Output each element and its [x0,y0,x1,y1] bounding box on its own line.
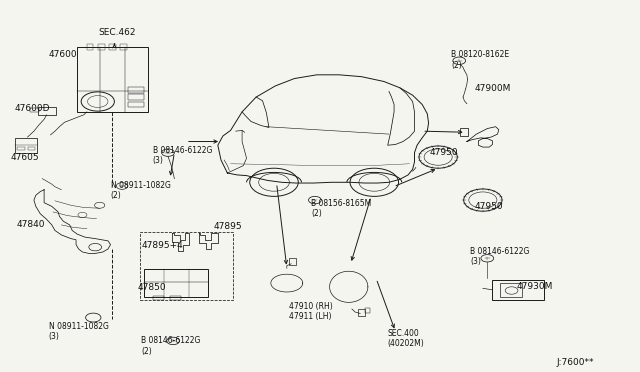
Text: 47910 (RH)
47911 (LH): 47910 (RH) 47911 (LH) [289,302,333,321]
Text: 47895: 47895 [213,221,242,231]
Text: B 08146-6122G
(2): B 08146-6122G (2) [141,336,200,356]
Bar [120,44,127,49]
Text: 47895+4: 47895+4 [141,241,183,250]
Bar [140,232,232,300]
Bar [109,44,116,49]
Bar [38,107,56,115]
Bar [145,269,208,297]
Bar [461,128,468,136]
Bar [129,87,145,93]
Bar [153,296,164,300]
Text: SEC.400
(40202M): SEC.400 (40202M) [387,329,424,349]
Text: 47605: 47605 [10,153,39,161]
Bar [170,296,181,300]
Bar [15,138,37,153]
Text: B 08146-6122G
(3): B 08146-6122G (3) [153,146,212,165]
Bar [87,44,93,49]
Bar [500,283,522,297]
Text: 47930M: 47930M [516,282,553,291]
Text: 47840: 47840 [17,221,45,230]
Bar [30,108,39,112]
Text: N 08911-1082G
(3): N 08911-1082G (3) [49,321,108,341]
Text: 47600: 47600 [49,50,77,59]
Text: SEC.462: SEC.462 [99,28,136,37]
Text: 47600D: 47600D [15,104,51,113]
Bar [77,47,148,112]
Bar [17,147,25,150]
Bar [492,280,543,300]
Bar [99,44,105,49]
Text: B 08120-8162E
(2): B 08120-8162E (2) [451,50,509,70]
Text: 47900M: 47900M [474,84,511,93]
Text: J:7600**: J:7600** [556,357,594,366]
Text: 47950: 47950 [474,202,503,211]
Text: B 08146-6122G
(3): B 08146-6122G (3) [470,247,529,266]
Text: N 08911-1082G
(2): N 08911-1082G (2) [111,181,170,200]
Bar [28,147,35,150]
Text: B 08156-8165M
(2): B 08156-8165M (2) [311,199,371,218]
Bar [129,102,145,108]
Bar [365,308,370,313]
Bar [358,309,365,316]
Text: 47850: 47850 [138,283,166,292]
Text: 47950: 47950 [430,148,458,157]
Bar [129,94,145,100]
Bar [289,258,296,264]
